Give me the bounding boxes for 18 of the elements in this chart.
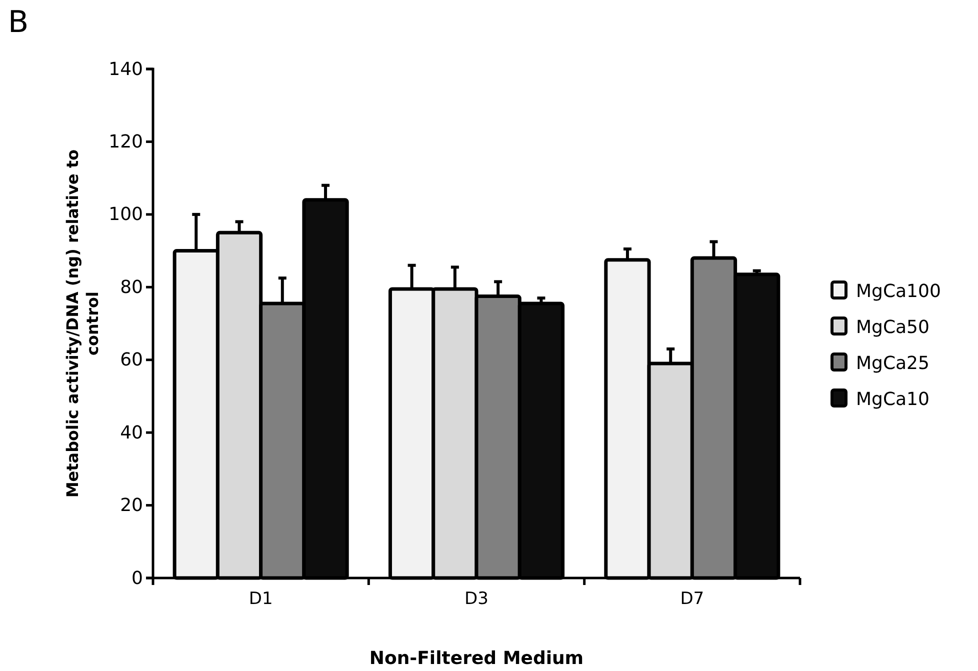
- y-tick-label: 40: [120, 422, 143, 444]
- legend-label: MgCa100: [856, 281, 941, 302]
- x-tick-label: D7: [680, 589, 704, 610]
- text: B: [8, 5, 29, 40]
- legend-label: MgCa10: [856, 389, 930, 410]
- x-tick-label: D1: [248, 589, 273, 610]
- y-tick-label: 140: [108, 58, 143, 80]
- y-tick-label: 100: [108, 204, 143, 226]
- y-tick-label: 120: [108, 131, 143, 152]
- legend-label: MgCa25: [856, 353, 930, 374]
- y-tick-label: 80: [120, 276, 143, 298]
- y-tick-label: 20: [120, 495, 143, 516]
- x-tick-label: D3: [464, 589, 488, 610]
- legend-label: MgCa50: [856, 317, 930, 338]
- y-tick-label: 0: [132, 568, 143, 589]
- y-axis-title: Metabolic activity/DNA (ng) relative to control: [63, 149, 102, 498]
- y-tick-label: 60: [120, 350, 143, 371]
- x-axis-title: Non-Filtered Medium: [369, 648, 584, 669]
